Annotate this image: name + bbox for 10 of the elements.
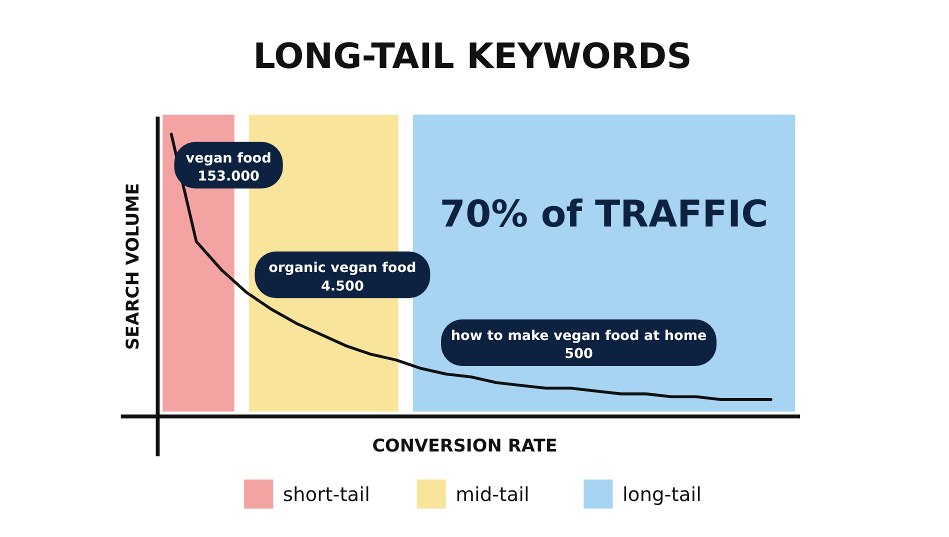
text: mid-tail	[456, 482, 530, 506]
annotation: vegan food 153.000	[186, 150, 272, 185]
chart-title: LONG-TAIL KEYWORDS	[253, 37, 692, 78]
annotation: 70% of TRAFFIC	[440, 192, 768, 236]
text: short-tail	[282, 482, 370, 506]
y-axis-title: SEARCH VOLUME	[123, 183, 144, 350]
x-axis-title: CONVERSION RATE	[372, 436, 558, 456]
annotation: organic vegan food 4.500	[268, 260, 416, 294]
annotation: how to make vegan food at home 500	[450, 328, 707, 362]
text: long-tail	[622, 482, 702, 506]
